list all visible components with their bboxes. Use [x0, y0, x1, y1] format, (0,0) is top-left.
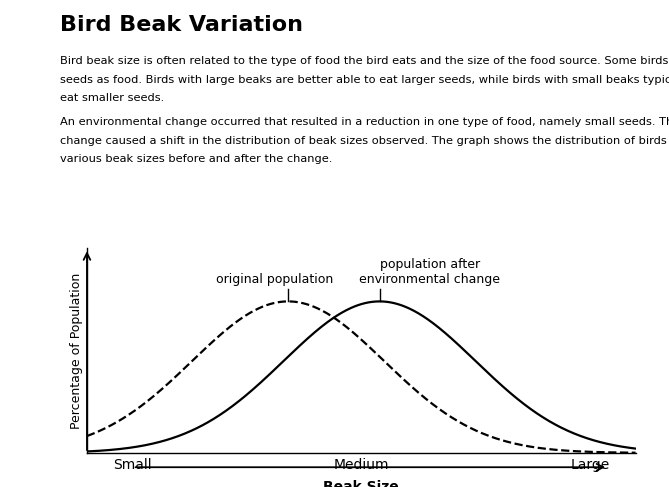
Text: Bird Beak Variation: Bird Beak Variation: [60, 15, 303, 35]
Text: seeds as food. Birds with large beaks are better able to eat larger seeds, while: seeds as food. Birds with large beaks ar…: [60, 75, 669, 85]
Text: original population: original population: [216, 273, 333, 286]
Text: population after
environmental change: population after environmental change: [359, 258, 500, 286]
Text: change caused a shift in the distribution of beak sizes observed. The graph show: change caused a shift in the distributio…: [60, 136, 669, 146]
Text: Bird beak size is often related to the type of food the bird eats and the size o: Bird beak size is often related to the t…: [60, 56, 669, 66]
Y-axis label: Percentage of Population: Percentage of Population: [70, 273, 83, 429]
Text: An environmental change occurred that resulted in a reduction in one type of foo: An environmental change occurred that re…: [60, 117, 669, 128]
Text: various beak sizes before and after the change.: various beak sizes before and after the …: [60, 154, 332, 165]
Text: eat smaller seeds.: eat smaller seeds.: [60, 93, 165, 103]
Text: Beak Size: Beak Size: [323, 480, 399, 487]
